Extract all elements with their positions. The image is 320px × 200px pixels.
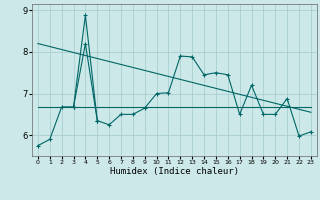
X-axis label: Humidex (Indice chaleur): Humidex (Indice chaleur)	[110, 167, 239, 176]
